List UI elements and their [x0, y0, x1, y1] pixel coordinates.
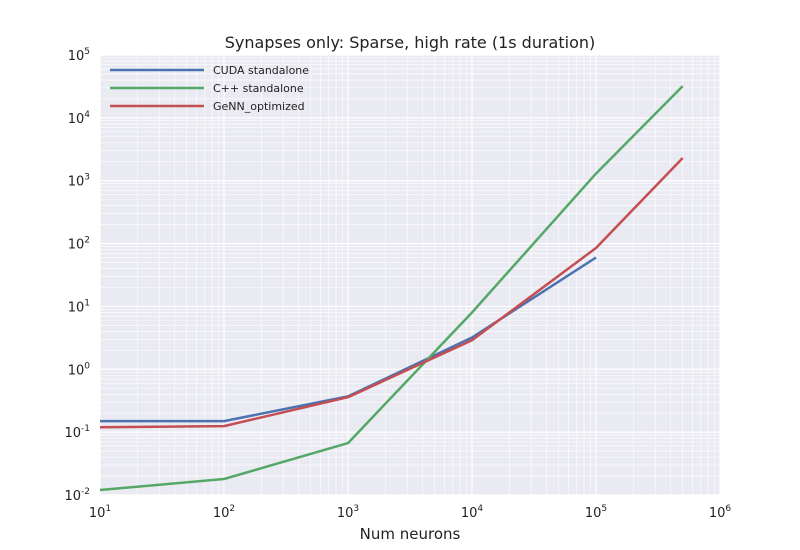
y-tick-label: 10-1 — [64, 424, 90, 441]
x-axis-label: Num neurons — [360, 525, 461, 543]
x-tick-label: 104 — [461, 504, 484, 521]
x-tick-label: 102 — [213, 504, 235, 521]
series-line-3 — [99, 157, 684, 429]
grid — [99, 54, 721, 496]
legend-label-3: GeNN_optimized — [213, 100, 305, 113]
legend-label-1: CUDA standalone — [213, 64, 309, 77]
y-tick-label: 100 — [68, 361, 91, 378]
x-tick-label: 101 — [89, 504, 111, 521]
series-line-2 — [99, 85, 684, 492]
x-tick-label: 105 — [585, 504, 607, 521]
y-tick-label: 103 — [68, 173, 90, 190]
legend-label-2: C++ standalone — [213, 82, 304, 95]
y-tick-labels: 10-2 10-1 100 101 102 103 104 105 — [64, 47, 90, 504]
x-tick-label: 106 — [709, 504, 732, 521]
chart-title: Synapses only: Sparse, high rate (1s dur… — [225, 33, 596, 52]
y-tick-label: 104 — [68, 110, 91, 127]
y-tick-label: 102 — [68, 236, 90, 253]
series-lines — [99, 85, 684, 492]
y-tick-label: 105 — [68, 47, 90, 64]
y-tick-label: 101 — [68, 298, 90, 315]
x-tick-label: 103 — [337, 504, 359, 521]
y-tick-label: 10-2 — [64, 487, 90, 504]
legend: CUDA standalone C++ standalone GeNN_optimi… — [110, 64, 309, 113]
x-tick-labels: 101 102 103 104 105 106 — [89, 504, 732, 521]
